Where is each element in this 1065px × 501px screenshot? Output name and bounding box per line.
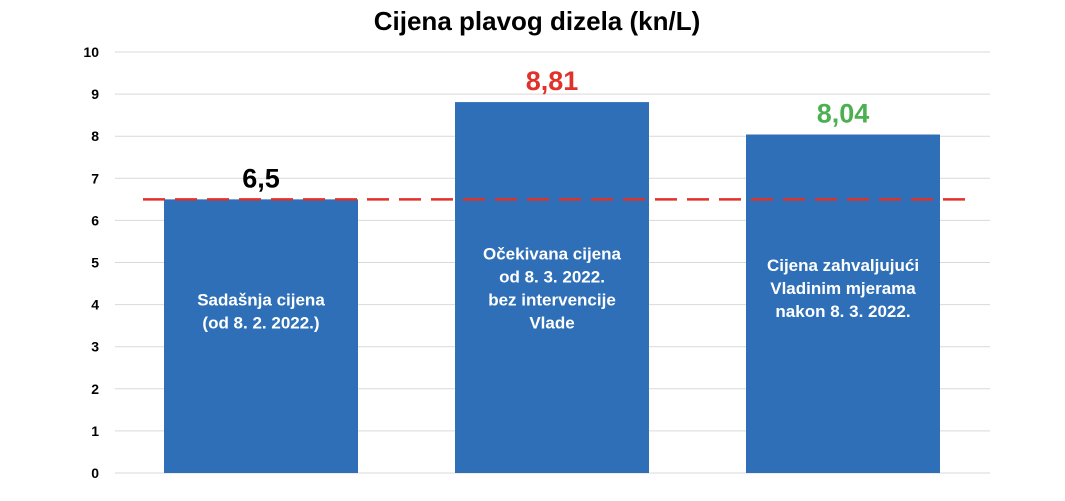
y-tick-label: 2 <box>91 381 99 397</box>
y-tick-label: 6 <box>91 212 99 228</box>
bar <box>455 102 649 473</box>
y-tick-label: 1 <box>91 423 99 439</box>
category-label: Očekivana cijena <box>483 245 622 264</box>
y-tick-label: 5 <box>91 255 99 271</box>
chart-title: Cijena plavog dizela (kn/L) <box>374 6 701 36</box>
y-axis: 0 1 2 3 4 5 6 7 8 9 10 <box>83 44 99 481</box>
bars <box>164 102 940 474</box>
category-label: od 8. 3. 2022. <box>499 268 605 287</box>
y-tick-label: 3 <box>91 339 99 355</box>
y-tick-label: 0 <box>91 465 99 481</box>
value-label: 6,5 <box>242 163 280 193</box>
y-tick-label: 8 <box>91 128 99 144</box>
bar <box>746 134 940 474</box>
category-label: (od 8. 2. 2022.) <box>202 314 319 333</box>
category-label: Sadašnja cijena <box>197 291 325 310</box>
value-label: 8,81 <box>526 66 579 96</box>
data-labels: 6,5 Sadašnja cijena (od 8. 2. 2022.) 8,81 Oč… <box>197 66 919 332</box>
y-tick-label: 7 <box>91 170 99 186</box>
category-label: Cijena zahvaljujući <box>767 256 919 275</box>
value-label: 8,04 <box>817 99 870 129</box>
y-tick-label: 9 <box>91 86 99 102</box>
category-label: Vlade <box>529 314 574 333</box>
category-label: bez intervencije <box>488 291 616 310</box>
y-tick-label: 10 <box>83 44 99 60</box>
y-tick-label: 4 <box>91 297 99 313</box>
category-label: Vladinim mjerama <box>770 279 916 298</box>
category-label: nakon 8. 3. 2022. <box>775 302 910 321</box>
bar <box>164 199 358 473</box>
